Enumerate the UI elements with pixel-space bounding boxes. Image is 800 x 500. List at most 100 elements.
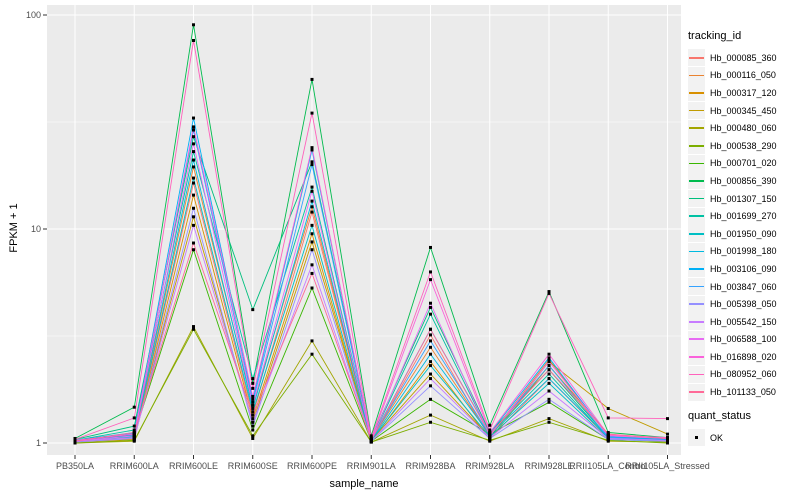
- data-point: [488, 432, 492, 436]
- data-point: [132, 438, 136, 442]
- data-point: [192, 327, 195, 331]
- legend-entry: Hb_003847_060: [688, 278, 800, 296]
- x-tick-label: RRIM901LA: [346, 461, 396, 471]
- data-point: [192, 215, 195, 219]
- legend-key: [688, 84, 705, 102]
- data-point: [310, 248, 314, 252]
- legend-point-swatch: [694, 435, 699, 440]
- y-tick-label: 100: [25, 9, 41, 20]
- data-point: [251, 436, 255, 440]
- data-point: [429, 372, 432, 376]
- data-point: [488, 430, 492, 434]
- data-point: [429, 413, 432, 417]
- data-point: [547, 352, 551, 356]
- data-point: [310, 148, 314, 152]
- data-point: [547, 291, 551, 295]
- legend-entry-label: Hb_003106_090: [710, 263, 777, 274]
- data-point: [132, 434, 136, 438]
- data-point: [251, 308, 255, 312]
- data-point: [429, 352, 432, 356]
- legend-line-swatch: [689, 303, 704, 305]
- data-point: [251, 417, 255, 421]
- data-point: [310, 77, 314, 81]
- x-tick-label: RRII105LA_Control: [569, 461, 648, 471]
- data-point: [192, 241, 195, 245]
- data-point: [488, 436, 492, 440]
- data-point: [547, 377, 551, 381]
- data-point: [666, 438, 669, 442]
- legend-entry-label: Hb_101133_050: [710, 387, 776, 398]
- legend-key: [688, 260, 705, 278]
- legend-line-swatch: [689, 215, 704, 218]
- legend-key: [688, 330, 705, 348]
- legend-entry-label: Hb_005542_150: [710, 316, 777, 327]
- data-point: [429, 420, 432, 424]
- legend-quant-entries: OK: [688, 429, 800, 447]
- data-point: [429, 301, 432, 305]
- legend-entry: Hb_001998_180: [688, 242, 800, 261]
- legend-entry: Hb_001950_090: [688, 225, 800, 243]
- data-point: [429, 397, 432, 401]
- legend-entry-label: Hb_080952_060: [710, 369, 777, 380]
- data-point: [310, 263, 314, 267]
- data-point: [429, 312, 432, 316]
- legend-line-swatch: [689, 268, 704, 270]
- legend: tracking_id Hb_000085_360 Hb_000116_050 Hb…: [688, 30, 800, 447]
- data-point: [251, 410, 255, 414]
- data-point: [429, 345, 432, 349]
- data-point: [429, 377, 432, 381]
- data-point: [606, 436, 610, 440]
- legend-title-tracking-id: tracking_id: [688, 30, 742, 42]
- data-point: [132, 430, 136, 434]
- data-point: [251, 428, 255, 432]
- legend-title-quant-status: quant_status: [688, 409, 751, 422]
- data-point: [132, 432, 136, 436]
- data-point: [251, 381, 255, 385]
- data-point: [429, 305, 432, 309]
- legend-line-swatch: [689, 197, 704, 200]
- legend-line-swatch: [689, 92, 704, 94]
- legend-entry: Hb_000538_290: [688, 137, 800, 155]
- legend-entry-label: Hb_000480_060: [710, 123, 777, 134]
- legend-line-swatch: [689, 109, 704, 112]
- legend-entry-label: Hb_000085_360: [710, 52, 777, 63]
- data-point: [429, 384, 432, 388]
- data-point: [132, 416, 136, 420]
- legend-key: [688, 242, 705, 260]
- data-point: [192, 206, 195, 210]
- legend-key: [688, 49, 705, 67]
- legend-key: [688, 102, 705, 120]
- legend-key: [688, 137, 705, 155]
- legend-line-swatch: [689, 391, 704, 393]
- legend-line-swatch: [689, 162, 704, 165]
- legend-line-swatch: [689, 180, 704, 182]
- legend-key: [688, 348, 705, 366]
- data-point: [192, 135, 195, 139]
- legend-entries: Hb_000085_360 Hb_000116_050 Hb_000317_120 H…: [688, 49, 800, 401]
- data-point: [429, 339, 432, 343]
- data-point: [192, 181, 195, 185]
- data-point: [251, 413, 255, 417]
- data-point: [606, 432, 610, 436]
- legend-entry: Hb_016898_020: [688, 348, 800, 366]
- legend-entry: Hb_000856_390: [688, 172, 800, 190]
- legend-line-swatch: [689, 373, 704, 376]
- data-point: [251, 406, 255, 410]
- legend-entry: Hb_006588_100: [688, 330, 800, 349]
- legend-line-swatch: [689, 74, 704, 77]
- legend-key: [688, 365, 705, 383]
- legend-entry: Hb_000701_020: [688, 154, 800, 173]
- data-point: [429, 360, 432, 364]
- data-point: [547, 368, 551, 372]
- data-point: [251, 397, 255, 401]
- legend-entry: Hb_080952_060: [688, 365, 800, 384]
- data-point: [310, 339, 314, 343]
- data-point: [429, 327, 432, 331]
- data-point: [192, 176, 195, 180]
- data-point: [251, 394, 255, 398]
- data-point: [429, 245, 432, 249]
- data-point: [251, 403, 255, 407]
- data-point: [310, 271, 314, 275]
